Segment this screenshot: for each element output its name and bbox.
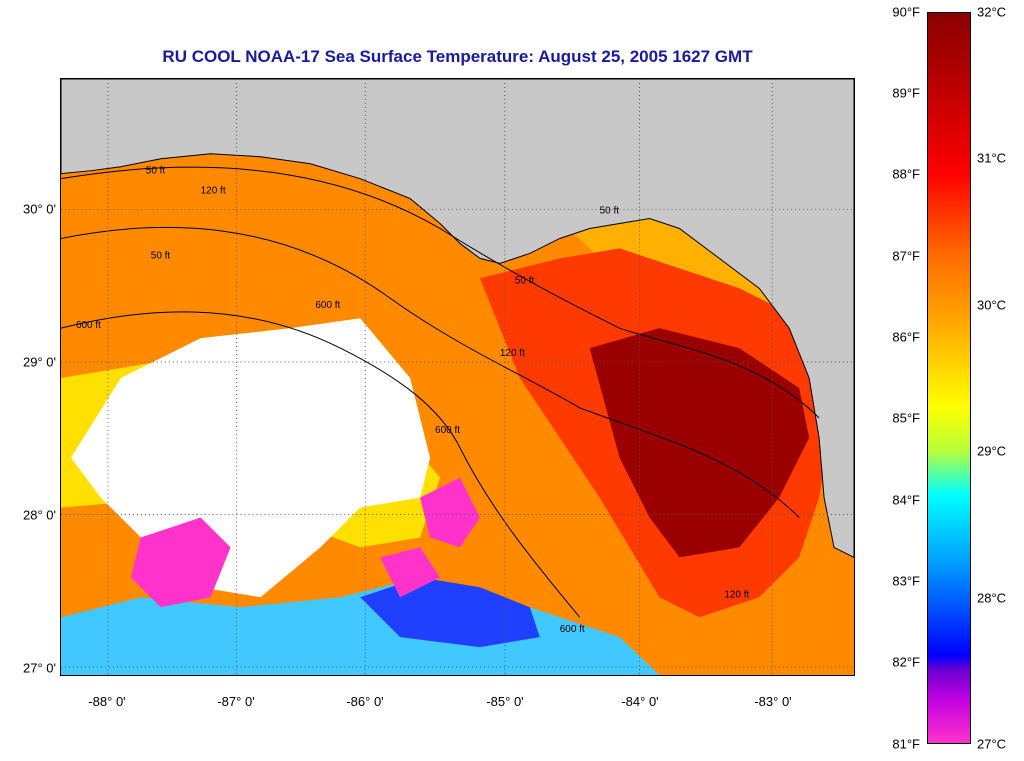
contour-label: 50 ft bbox=[146, 166, 166, 177]
colorbar-f-label: 88°F bbox=[892, 166, 920, 182]
colorbar-f-label: 87°F bbox=[892, 248, 920, 264]
lon-label-84: -84° 0' bbox=[621, 694, 659, 709]
coldest-patch-2 bbox=[420, 477, 480, 548]
contour-label: 600 ft bbox=[76, 320, 101, 331]
lat-label-27: 27° 0' bbox=[23, 660, 56, 676]
cloud-gap-region bbox=[70, 318, 431, 598]
contour-label: 120 ft bbox=[724, 589, 749, 600]
lat-label-28: 28° 0' bbox=[23, 507, 56, 523]
contour-50ft bbox=[61, 166, 820, 419]
contour-label: 120 ft bbox=[500, 348, 525, 359]
contour-120ft bbox=[61, 226, 800, 518]
contour-labels: 50 ft 120 ft 600 ft 600 ft 600 ft 50 ft … bbox=[76, 166, 750, 635]
colorbar-f-label: 85°F bbox=[892, 410, 920, 426]
lon-label-88: -88° 0' bbox=[88, 694, 126, 709]
colorbar-c-label: 27°C bbox=[977, 736, 1007, 752]
lat-label-29: 29° 0' bbox=[23, 354, 56, 370]
map-grid bbox=[61, 79, 854, 675]
contour-label: 50 ft bbox=[515, 275, 535, 286]
contour-600ft bbox=[61, 311, 581, 618]
colorbar-f-label: 82°F bbox=[892, 654, 920, 670]
contour-label: 600 ft bbox=[315, 300, 340, 311]
colorbar-c-label: 30°C bbox=[977, 297, 1007, 313]
coldest-patch-1 bbox=[130, 517, 231, 608]
colorbar-c-label: 28°C bbox=[977, 590, 1007, 606]
sst-map: 50 ft 120 ft 600 ft 600 ft 600 ft 50 ft … bbox=[60, 78, 855, 676]
colorbar-f-label: 86°F bbox=[892, 329, 920, 345]
colorbar-c-label: 32°C bbox=[977, 4, 1007, 20]
colorbar-f-label: 84°F bbox=[892, 492, 920, 508]
contour-label: 600 ft bbox=[560, 624, 585, 635]
colorbar-c-label: 31°C bbox=[977, 150, 1007, 166]
colorbar-c-label: 29°C bbox=[977, 443, 1007, 459]
contour-label: 600 ft bbox=[435, 425, 460, 436]
colorbar-f-label: 83°F bbox=[892, 573, 920, 589]
temperature-colorbar bbox=[927, 12, 971, 744]
colorbar-f-label: 89°F bbox=[892, 85, 920, 101]
contour-label: 50 ft bbox=[600, 206, 620, 217]
lon-label-85: -85° 0' bbox=[486, 694, 524, 709]
lon-label-87: -87° 0' bbox=[217, 694, 255, 709]
sst-map-graphic: 50 ft 120 ft 600 ft 600 ft 600 ft 50 ft … bbox=[61, 79, 854, 675]
map-title: RU COOL NOAA-17 Sea Surface Temperature:… bbox=[162, 47, 753, 66]
lon-label-86: -86° 0' bbox=[346, 694, 384, 709]
lon-label-83: -83° 0' bbox=[754, 694, 792, 709]
hot-core-region bbox=[589, 328, 810, 558]
land-mass bbox=[61, 79, 854, 558]
colorbar-f-label: 90°F bbox=[892, 4, 920, 20]
colorbar-f-label: 81°F bbox=[892, 736, 920, 752]
contour-label: 50 ft bbox=[151, 250, 171, 261]
contour-label: 120 ft bbox=[201, 186, 226, 197]
lat-label-30: 30° 0' bbox=[23, 201, 56, 217]
